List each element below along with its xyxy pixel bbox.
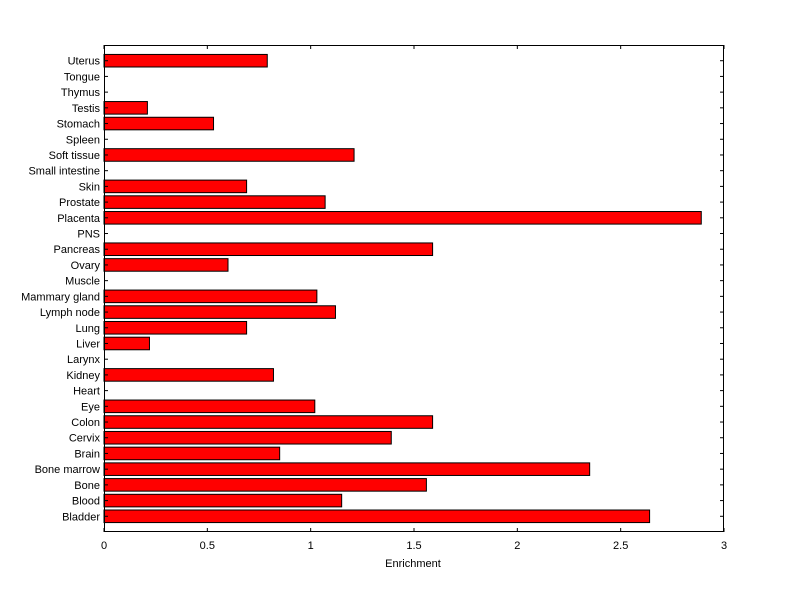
y-tick-label: Heart: [73, 386, 100, 398]
y-tick-label: Muscle: [65, 276, 100, 288]
y-tick-label: Colon: [71, 417, 100, 429]
x-tick-label: 0: [101, 540, 107, 552]
y-tick-label: Uterus: [68, 56, 101, 68]
bar-pancreas: [103, 242, 434, 257]
bar-stomach: [103, 116, 215, 131]
bar-lung: [103, 320, 248, 335]
y-tick-label: Liver: [76, 338, 100, 350]
y-tick-label: Tongue: [64, 71, 100, 83]
bar-prostate: [103, 195, 326, 209]
y-tick-label: Lung: [76, 323, 100, 335]
y-tick-label: Spleen: [66, 134, 100, 146]
y-tick-label: Eye: [81, 401, 100, 413]
y-tick-label: Prostate: [59, 197, 100, 209]
bar-skin: [103, 179, 248, 194]
bar-lymph-node: [103, 305, 336, 319]
bar-placenta: [103, 211, 702, 225]
bar-liver: [103, 336, 150, 351]
bar-mammary-gland: [103, 289, 318, 304]
y-axis: Bladder Blood Bone Bone marrow Brain Cervix Co…: [21, 56, 724, 523]
bar-ovary: [103, 258, 229, 272]
x-tick-label: 1.5: [406, 540, 421, 552]
bar-blood: [103, 493, 343, 508]
y-tick-label: Larynx: [67, 354, 101, 366]
y-tick-label: Testis: [72, 103, 101, 115]
y-tick-label: Blood: [72, 496, 100, 508]
x-tick-label: 2: [514, 540, 520, 552]
y-tick-label: Skin: [79, 181, 100, 193]
y-tick-label: Placenta: [57, 213, 101, 225]
bar-eye: [103, 399, 316, 414]
y-tick-label: Lymph node: [40, 307, 100, 319]
bar-uterus: [103, 53, 268, 68]
y-tick-label: Mammary gland: [21, 291, 100, 303]
x-axis-label: Enrichment: [385, 558, 441, 570]
y-tick-label: Ovary: [71, 260, 101, 272]
y-tick-label: Soft tissue: [49, 150, 100, 162]
x-tick-label: 0.5: [200, 540, 215, 552]
y-tick-label: Cervix: [69, 433, 101, 445]
y-tick-label: PNS: [77, 229, 100, 241]
bar-bladder: [103, 509, 651, 524]
bar-testis: [103, 101, 148, 115]
x-tick-label: 1: [308, 540, 314, 552]
bar-bone: [103, 478, 427, 492]
y-tick-label: Pancreas: [54, 244, 101, 256]
y-tick-label: Thymus: [61, 87, 101, 99]
y-tick-label: Small intestine: [28, 166, 100, 178]
y-tick-label: Bone: [74, 480, 100, 492]
bar-brain: [103, 446, 281, 461]
bar-soft-tissue: [103, 148, 355, 162]
y-tick-label: Kidney: [66, 370, 100, 382]
x-tick-label: 2.5: [613, 540, 628, 552]
y-tick-label: Stomach: [57, 119, 100, 131]
bar-bone-marrow: [103, 462, 591, 476]
bar-cervix: [103, 430, 392, 445]
y-tick-label: Bladder: [62, 511, 100, 523]
x-tick-label: 3: [721, 540, 727, 552]
bar-colon: [103, 415, 434, 429]
plot-frame: [104, 45, 724, 532]
y-tick-label: Brain: [74, 448, 100, 460]
bar-kidney: [103, 368, 274, 382]
y-tick-label: Bone marrow: [35, 464, 100, 476]
